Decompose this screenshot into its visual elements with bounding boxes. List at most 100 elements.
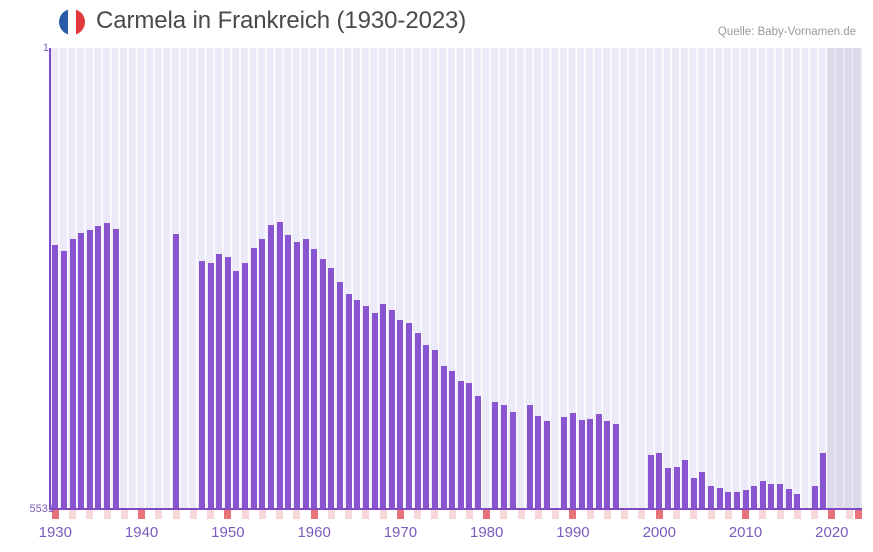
- x-tick-minor: [258, 510, 266, 519]
- bar: [544, 421, 551, 509]
- bar: [104, 222, 111, 509]
- bar: [268, 225, 274, 509]
- x-tick-major: [224, 510, 232, 519]
- bar: [285, 234, 292, 509]
- bar: [242, 263, 249, 509]
- x-tick-major: [742, 510, 750, 519]
- x-axis-label: 1930: [38, 524, 72, 541]
- x-tick-minor: [293, 510, 301, 519]
- bar: [198, 261, 205, 509]
- x-tick-minor: [69, 510, 77, 519]
- bar: [440, 365, 447, 509]
- bar: [362, 306, 369, 509]
- bar: [69, 238, 76, 509]
- page-title: Carmela in Frankreich (1930-2023): [96, 7, 467, 34]
- bar: [311, 248, 318, 509]
- x-axis-label: 1960: [297, 524, 331, 541]
- bar: [785, 488, 792, 509]
- x-tick-minor: [707, 510, 715, 519]
- bar: [690, 478, 697, 509]
- bar: [371, 313, 378, 509]
- bar: [733, 492, 740, 509]
- x-tick-minor: [362, 510, 370, 519]
- x-tick-minor: [759, 510, 767, 519]
- bar: [682, 459, 689, 509]
- x-tick-major: [655, 510, 663, 519]
- y-axis-top-label: 1: [42, 42, 49, 54]
- x-tick-minor: [414, 510, 422, 519]
- x-tick-minor: [448, 510, 456, 519]
- y-axis-title: Platz: [0, 242, 3, 268]
- bar: [759, 481, 766, 509]
- x-tick-minor: [500, 510, 508, 519]
- x-tick-minor: [638, 510, 646, 519]
- bar: [52, 244, 59, 509]
- bar: [431, 349, 438, 509]
- bar: [173, 233, 180, 509]
- x-tick-minor: [673, 510, 680, 519]
- bar: [604, 420, 611, 509]
- bar: [656, 453, 663, 509]
- x-axis-label: 1990: [556, 524, 590, 541]
- bar: [345, 293, 352, 509]
- x-tick-minor: [155, 510, 163, 519]
- bar: [561, 417, 568, 509]
- bar: [354, 299, 361, 509]
- x-axis-label: 1940: [124, 524, 159, 541]
- x-axis-ticks: [51, 510, 862, 519]
- bar: [457, 381, 464, 509]
- x-tick-minor: [603, 510, 611, 519]
- x-axis-label: 1980: [470, 524, 504, 541]
- x-tick-minor: [534, 510, 542, 519]
- bar: [216, 253, 223, 509]
- bar: [492, 402, 499, 509]
- x-tick-minor: [276, 510, 284, 519]
- x-tick-minor: [86, 510, 94, 519]
- bar: [768, 483, 775, 509]
- bar: [337, 282, 344, 509]
- bar: [475, 396, 482, 509]
- x-tick-minor: [776, 510, 784, 519]
- y-axis-bottom-label: 5531: [29, 503, 54, 515]
- bar: [535, 416, 542, 509]
- x-tick-minor: [241, 510, 249, 519]
- y-axis-line: [49, 48, 51, 510]
- bar: [250, 248, 257, 509]
- chart-header: Carmela in Frankreich (1930-2023) Quelle…: [0, 0, 873, 46]
- source-label: Quelle: Baby-Vornamen.de: [717, 26, 856, 38]
- bar: [725, 492, 732, 509]
- france-flag-icon: [59, 9, 85, 35]
- x-tick-minor: [724, 510, 732, 519]
- bar: [319, 258, 326, 509]
- bar: [500, 404, 507, 509]
- x-tick-minor: [552, 510, 560, 519]
- bar: [78, 232, 85, 509]
- x-tick-major: [396, 510, 404, 519]
- bar: [207, 263, 214, 509]
- bar: [647, 454, 654, 509]
- x-axis-label: 1950: [211, 524, 245, 541]
- bar: [587, 418, 594, 509]
- bar: [293, 242, 300, 509]
- bar: [423, 344, 430, 509]
- plot-area: [51, 48, 862, 509]
- x-axis-label: 2000: [642, 524, 676, 541]
- bar: [95, 226, 102, 509]
- x-tick-minor: [793, 510, 801, 519]
- x-tick-minor: [517, 510, 525, 519]
- x-tick-minor: [120, 510, 128, 519]
- x-tick-minor: [431, 510, 439, 519]
- bar: [794, 493, 801, 509]
- x-tick-minor: [621, 510, 629, 519]
- x-tick-minor: [465, 510, 473, 519]
- x-axis-line: [49, 508, 862, 510]
- bar: [276, 222, 283, 509]
- x-axis-label: 1970: [383, 524, 418, 541]
- bar: [233, 270, 240, 509]
- x-tick-major: [569, 510, 577, 519]
- x-tick-minor: [845, 510, 853, 519]
- x-tick-minor: [207, 510, 215, 519]
- bar: [526, 404, 533, 509]
- x-tick-major: [483, 510, 491, 519]
